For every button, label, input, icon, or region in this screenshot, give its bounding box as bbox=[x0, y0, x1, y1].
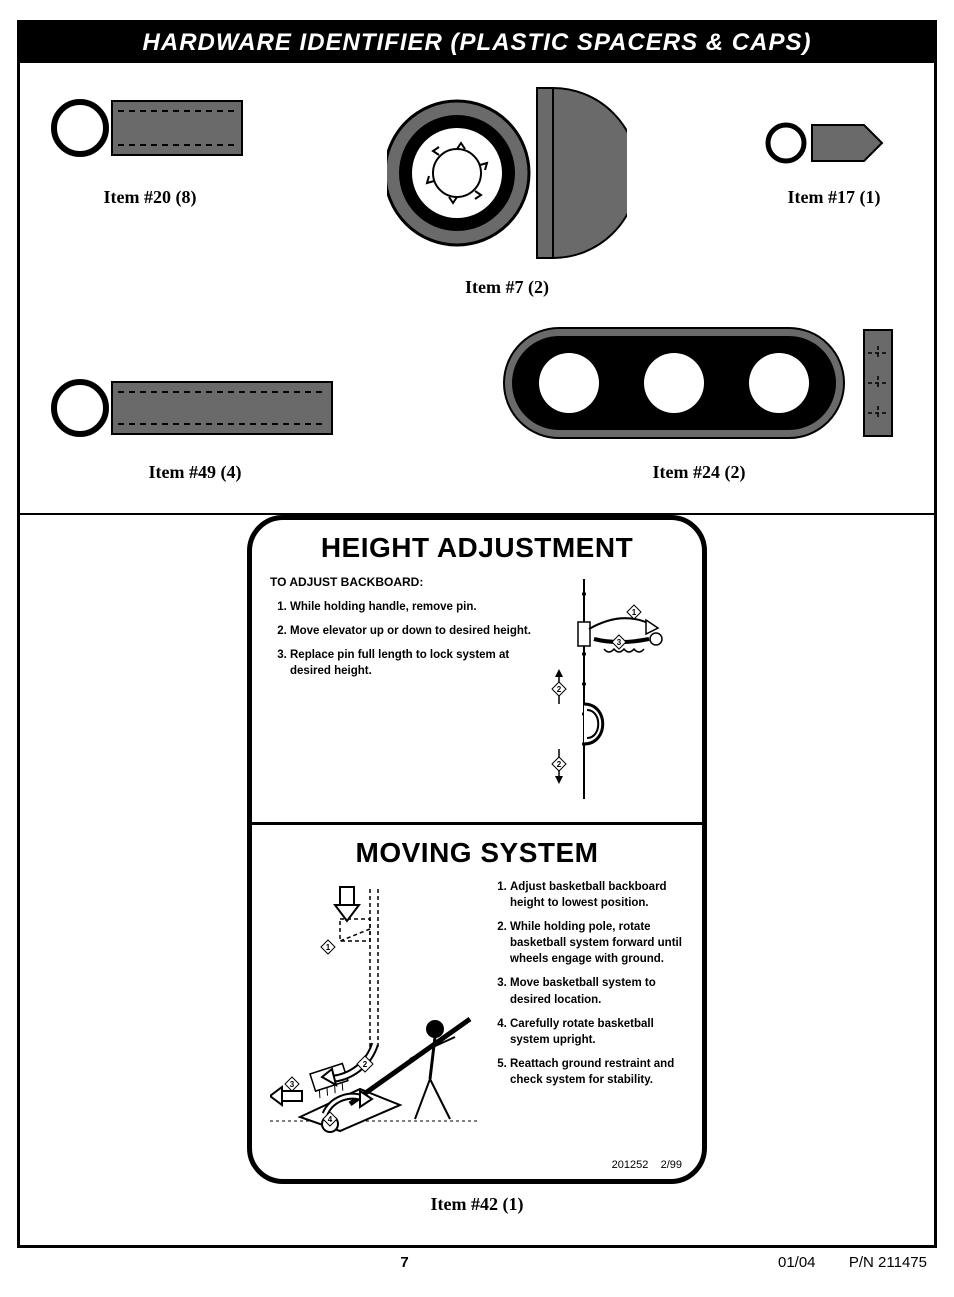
footer-page-num: 7 bbox=[400, 1254, 408, 1271]
card-footer-code: 201252 bbox=[612, 1159, 649, 1171]
moving-steps: Adjust basketball backboard height to lo… bbox=[490, 879, 684, 1088]
moving-diagram: 1 bbox=[270, 879, 480, 1139]
card-footer: 201252 2/99 bbox=[252, 1157, 702, 1179]
item17-svg bbox=[764, 113, 904, 183]
footer-date: 01/04 bbox=[778, 1254, 816, 1271]
header-bar: HARDWARE IDENTIFIER (PLASTIC SPACERS & C… bbox=[20, 23, 934, 63]
svg-text:1: 1 bbox=[326, 943, 331, 952]
moving-title: MOVING SYSTEM bbox=[270, 837, 684, 869]
svg-text:2: 2 bbox=[363, 1060, 368, 1069]
mv-step-2: While holding pole, rotate basketball sy… bbox=[510, 919, 684, 967]
hw-item-24: Item #24 (2) bbox=[494, 318, 904, 483]
item20-label: Item #20 (8) bbox=[50, 187, 250, 208]
ha-step-1: While holding handle, remove pin. bbox=[290, 599, 534, 615]
instruction-card: HEIGHT ADJUSTMENT TO ADJUST BACKBOARD: W… bbox=[247, 515, 707, 1184]
item7-label: Item #7 (2) bbox=[387, 277, 627, 298]
footer-right: 01/04 P/N 211475 bbox=[778, 1254, 927, 1271]
header-title: HARDWARE IDENTIFIER (PLASTIC SPACERS & C… bbox=[143, 29, 812, 56]
page-frame: HARDWARE IDENTIFIER (PLASTIC SPACERS & C… bbox=[17, 20, 937, 1248]
footer-pn: P/N 211475 bbox=[849, 1254, 927, 1271]
hardware-row-1: Item #20 (8) bbox=[50, 83, 904, 298]
item24-svg bbox=[494, 318, 904, 458]
moving-section: MOVING SYSTEM bbox=[252, 825, 702, 1157]
mv-step-3: Move basketball system to desired locati… bbox=[510, 975, 684, 1007]
item49-label: Item #49 (4) bbox=[50, 462, 340, 483]
hardware-row-2: Item #49 (4) bbox=[50, 318, 904, 483]
height-adjust-diagram: 1 3 bbox=[544, 574, 684, 804]
height-adjust-section: HEIGHT ADJUSTMENT TO ADJUST BACKBOARD: W… bbox=[252, 520, 702, 822]
hw-item-49: Item #49 (4) bbox=[50, 368, 340, 483]
svg-text:3: 3 bbox=[617, 638, 622, 647]
height-adjust-title: HEIGHT ADJUSTMENT bbox=[270, 532, 684, 564]
footer-spacer bbox=[27, 1254, 31, 1271]
svg-text:3: 3 bbox=[290, 1080, 295, 1089]
mv-step-4: Carefully rotate basketball system uprig… bbox=[510, 1016, 684, 1048]
height-adjust-subhead: TO ADJUST BACKBOARD: bbox=[270, 574, 534, 591]
mv-step-5: Reattach ground restraint and check syst… bbox=[510, 1056, 684, 1088]
height-adjust-text: TO ADJUST BACKBOARD: While holding handl… bbox=[270, 574, 534, 804]
height-adjust-steps: While holding handle, remove pin. Move e… bbox=[270, 599, 534, 679]
item42-label: Item #42 (1) bbox=[247, 1194, 707, 1215]
svg-text:1: 1 bbox=[632, 608, 637, 617]
card-wrap: HEIGHT ADJUSTMENT TO ADJUST BACKBOARD: W… bbox=[20, 515, 934, 1245]
hardware-section: Item #20 (8) bbox=[20, 63, 934, 515]
hw-item-20: Item #20 (8) bbox=[50, 83, 250, 208]
item20-svg bbox=[50, 83, 250, 183]
card-footer-date: 2/99 bbox=[661, 1159, 682, 1171]
svg-text:2: 2 bbox=[557, 685, 562, 694]
item24-label: Item #24 (2) bbox=[494, 462, 904, 483]
moving-text: Adjust basketball backboard height to lo… bbox=[490, 879, 684, 1139]
hw-item-7: Item #7 (2) bbox=[387, 73, 627, 298]
item49-svg bbox=[50, 368, 340, 458]
svg-text:2: 2 bbox=[557, 760, 562, 769]
item7-svg bbox=[387, 73, 627, 273]
item17-label: Item #17 (1) bbox=[764, 187, 904, 208]
mv-step-1: Adjust basketball backboard height to lo… bbox=[510, 879, 684, 911]
svg-text:4: 4 bbox=[328, 1115, 333, 1124]
hw-item-17: Item #17 (1) bbox=[764, 113, 904, 208]
ha-step-3: Replace pin full length to lock system a… bbox=[290, 647, 534, 679]
page-footer: 7 01/04 P/N 211475 bbox=[17, 1254, 937, 1291]
ha-step-2: Move elevator up or down to desired heig… bbox=[290, 623, 534, 639]
